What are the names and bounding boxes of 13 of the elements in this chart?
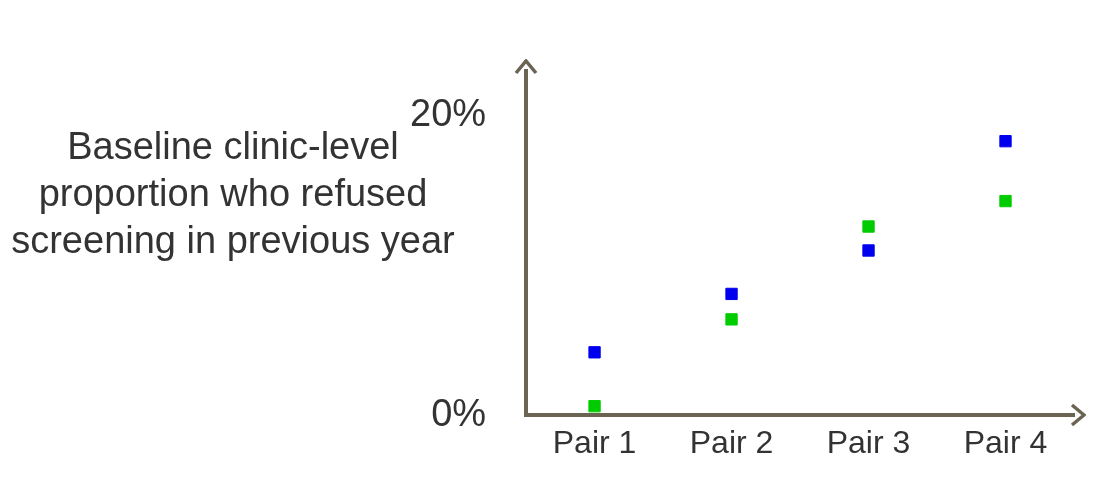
x-tick-label: Pair 2: [689, 424, 774, 461]
x-tick-label: Pair 1: [552, 424, 637, 461]
point: [588, 346, 601, 359]
point: [862, 220, 875, 233]
point: [725, 287, 738, 301]
point: [588, 400, 601, 413]
point: [862, 244, 875, 257]
x-tick-label: Pair 3: [826, 424, 911, 461]
point: [999, 194, 1012, 208]
point: [999, 135, 1012, 148]
x-tick-label: Pair 4: [963, 424, 1048, 461]
y-tick-label: 0%: [431, 391, 487, 434]
point: [725, 313, 738, 326]
